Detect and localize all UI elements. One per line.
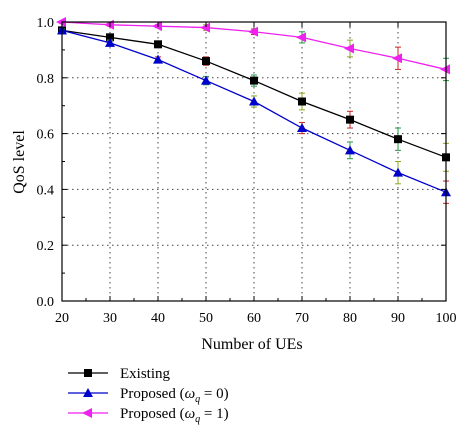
legend-marker-existing: [84, 369, 92, 377]
x-tick-label: 90: [391, 311, 405, 326]
data-point: [152, 21, 162, 32]
plot-frame: [61, 21, 447, 302]
data-point: [202, 57, 210, 66]
x-tick-label: 40: [151, 311, 165, 326]
axis-ticks: [61, 21, 447, 302]
data-point: [298, 97, 306, 106]
legend-marker-proposed-0: [83, 388, 93, 397]
y-tick-label: 0.2: [37, 239, 55, 254]
grid-lines: [62, 22, 446, 301]
y-tick-label: 0.6: [37, 128, 55, 143]
legend-label-proposed-1: Proposed (ωq = 1): [120, 406, 229, 425]
data-point: [392, 53, 402, 64]
y-tick-label: 0.0: [37, 295, 55, 310]
x-tick-label: 50: [199, 311, 213, 326]
x-tick-label: 80: [343, 311, 357, 326]
data-point: [297, 123, 307, 133]
x-tick-label: 30: [103, 311, 117, 326]
x-tick-label: 100: [436, 311, 457, 326]
x-tick-labels: 20 30 40 50 60 70 80 90 100: [55, 311, 457, 326]
x-tick-label: 20: [55, 311, 69, 326]
data-point: [200, 22, 210, 33]
data-point: [153, 54, 163, 64]
series-2: [56, 17, 450, 82]
data-point: [56, 17, 66, 27]
data-point: [201, 75, 211, 85]
legend-item-proposed-1: Proposed (ωq = 1): [68, 406, 229, 425]
data-point: [394, 135, 402, 144]
series-layer: [56, 17, 451, 204]
legend: Existing Proposed (ωq = 0) Proposed (ωq …: [68, 366, 229, 425]
data-point: [250, 76, 258, 85]
legend-marker-shape: [82, 408, 92, 418]
x-tick-label: 60: [247, 311, 261, 326]
legend-label-proposed-0: Proposed (ωq = 0): [120, 386, 229, 405]
data-point: [249, 96, 259, 106]
data-point: [105, 37, 115, 47]
y-tick-label: 0.8: [37, 72, 55, 87]
data-point: [248, 26, 258, 37]
data-point: [104, 19, 114, 30]
data-point: [154, 40, 162, 49]
y-tick-label: 0.4: [37, 183, 55, 198]
legend-marker-shape: [83, 388, 93, 397]
x-axis-title: Number of UEs: [201, 336, 302, 353]
legend-item-existing: Existing: [68, 366, 171, 382]
y-axis-title: QoS level: [11, 130, 28, 194]
data-point: [344, 43, 354, 54]
y-tick-labels: 0.0 0.2 0.4 0.6 0.8 1.0: [37, 16, 55, 310]
legend-marker-proposed-1: [82, 408, 92, 418]
data-point: [345, 145, 355, 155]
y-tick-label: 1.0: [37, 16, 55, 31]
data-point: [440, 64, 450, 75]
data-point: [106, 33, 114, 42]
data-point: [346, 115, 354, 124]
data-point: [296, 32, 306, 43]
data-point: [393, 167, 403, 177]
x-tick-label: 70: [295, 311, 309, 326]
legend-marker-shape: [84, 369, 92, 377]
legend-label-existing: Existing: [120, 366, 171, 382]
series-0: [58, 26, 450, 172]
legend-item-proposed-0: Proposed (ωq = 0): [68, 386, 229, 405]
